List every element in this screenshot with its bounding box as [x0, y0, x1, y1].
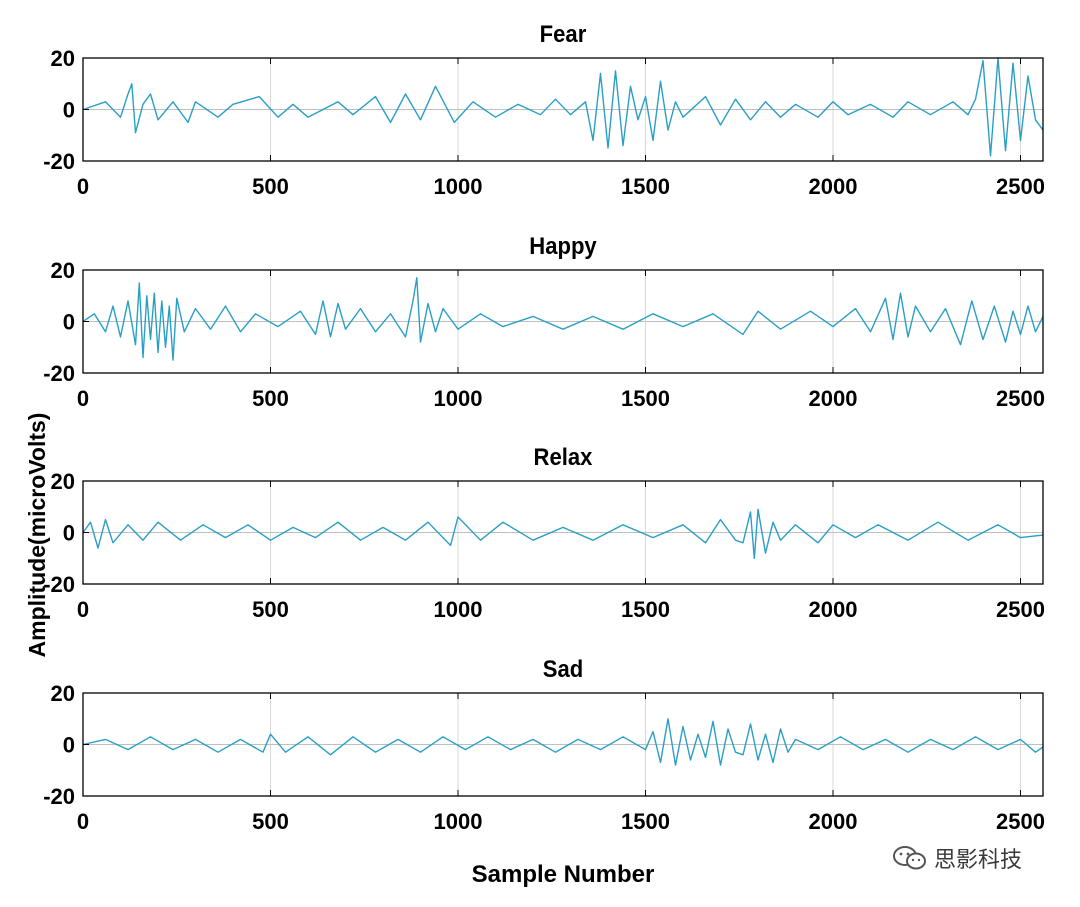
x-tick-label: 2000	[809, 809, 858, 834]
x-tick-label: 2500	[996, 597, 1045, 622]
panel-title-happy: Happy	[529, 232, 597, 259]
signal-line-happy	[82, 277, 1044, 361]
x-tick-label: 2000	[809, 386, 858, 411]
y-axis-label: Amplitude(microVolts)	[24, 413, 50, 658]
y-tick-label: 20	[51, 258, 75, 283]
watermark: 思影科技	[892, 842, 1022, 874]
x-tick-label: 1500	[621, 174, 670, 199]
x-tick-label: 2000	[809, 597, 858, 622]
y-tick-label: 0	[63, 521, 75, 546]
x-tick-label: 2500	[996, 386, 1045, 411]
y-tick-label: -20	[43, 784, 75, 809]
y-tick-label: 0	[63, 98, 75, 123]
x-tick-label: 1000	[434, 597, 483, 622]
x-tick-label: 1500	[621, 597, 670, 622]
x-tick-label: 500	[252, 809, 289, 834]
panel-title-sad: Sad	[543, 655, 583, 682]
x-tick-label: 0	[77, 174, 89, 199]
chat-bubble-icon	[893, 846, 926, 870]
x-tick-label: 2500	[996, 174, 1045, 199]
x-tick-label: 1000	[434, 809, 483, 834]
y-tick-label: 20	[51, 469, 75, 494]
x-tick-label: 2500	[996, 809, 1045, 834]
panel-title-relax: Relax	[534, 443, 593, 470]
x-tick-label: 1000	[434, 174, 483, 199]
x-tick-label: 500	[252, 386, 289, 411]
x-tick-label: 0	[77, 809, 89, 834]
panel-title-fear: Fear	[540, 20, 587, 47]
y-tick-label: 0	[63, 733, 75, 758]
y-tick-label: -20	[43, 572, 75, 597]
watermark-text: 思影科技	[934, 848, 1023, 873]
y-tick-label: -20	[43, 361, 75, 386]
x-tick-label: 1500	[621, 386, 670, 411]
x-tick-label: 1000	[434, 386, 483, 411]
x-tick-label: 500	[252, 597, 289, 622]
x-tick-label: 1500	[621, 809, 670, 834]
signal-line-fear	[82, 57, 1044, 157]
x-tick-label: 500	[252, 174, 289, 199]
y-tick-label: 20	[51, 46, 75, 71]
y-tick-label: -20	[43, 149, 75, 174]
x-tick-label: 0	[77, 386, 89, 411]
x-tick-label: 2000	[809, 174, 858, 199]
x-tick-label: 0	[77, 597, 89, 622]
y-tick-label: 20	[51, 681, 75, 706]
signal-line-sad	[82, 718, 1044, 766]
y-tick-label: 0	[63, 310, 75, 335]
signal-line-relax	[82, 508, 1044, 559]
x-axis-label: Sample Number	[472, 861, 655, 888]
